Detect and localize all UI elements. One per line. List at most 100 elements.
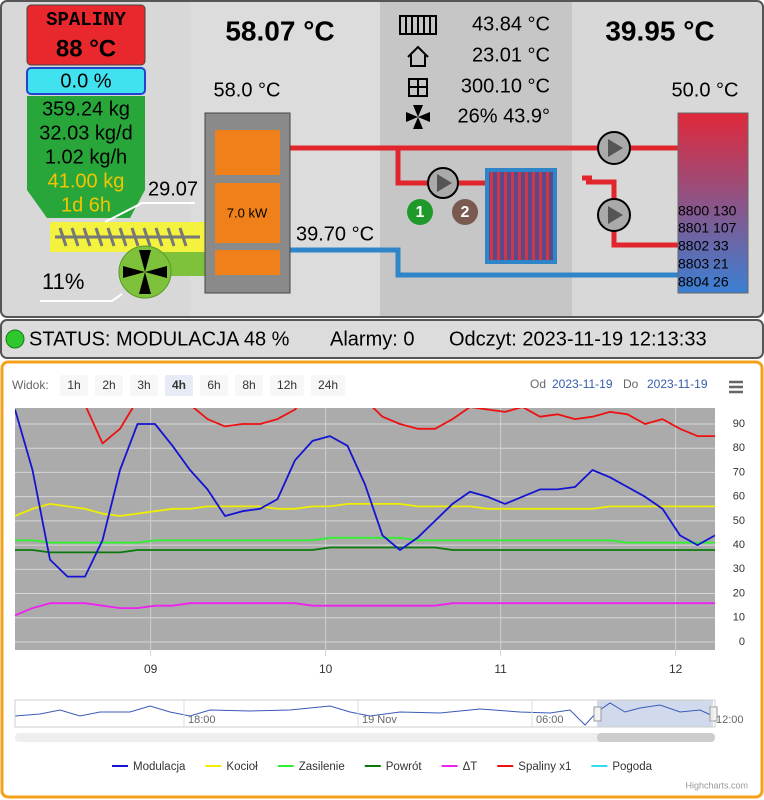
- range-button[interactable]: [200, 375, 229, 396]
- legend-label[interactable]: Kocioł: [226, 761, 258, 773]
- boiler-part: [215, 183, 280, 243]
- fuel-level: 0.0 %: [60, 70, 111, 92]
- plot-bg: [15, 408, 715, 650]
- legend: Modulacja Kocioł Zasilenie Powrót ΔT Spaliny …: [111, 761, 653, 773]
- fuel-remaining: 41.00 kg: [48, 170, 125, 192]
- status-led: [5, 329, 25, 349]
- legend-label[interactable]: Zasilenie: [299, 761, 345, 773]
- grid: [15, 408, 715, 650]
- from-date[interactable]: 2023-11-19: [552, 377, 613, 391]
- range-button[interactable]: [60, 375, 88, 396]
- hopper: [27, 96, 145, 218]
- sensor: 8802 33: [678, 238, 729, 254]
- window-icon: [409, 79, 427, 96]
- range-label[interactable]: 24h: [318, 378, 338, 392]
- status-bg: [0, 319, 764, 359]
- range-button[interactable]: [165, 375, 194, 396]
- menu-button[interactable]: [729, 380, 743, 394]
- legend-label[interactable]: Powrót: [386, 761, 423, 773]
- fuel-time: 1d 6h: [61, 194, 111, 216]
- range-button[interactable]: [130, 375, 158, 396]
- scrollbar[interactable]: [15, 733, 715, 742]
- reading: 300.10 °C: [461, 75, 550, 97]
- fan-blades: [123, 250, 167, 294]
- range-label[interactable]: 8h: [242, 378, 255, 392]
- x-tick-label: 11: [494, 662, 507, 676]
- boiler-temp: 58.07 °C: [225, 15, 334, 46]
- scrollbar-thumb[interactable]: [597, 733, 715, 742]
- range-button[interactable]: [311, 375, 346, 396]
- to-label: Do: [623, 377, 639, 391]
- reading: 26% 43.9°: [457, 105, 550, 127]
- legend-label[interactable]: Spaliny x1: [518, 761, 571, 773]
- navigator-selection[interactable]: [597, 700, 713, 727]
- feeder-value: 29.07: [148, 178, 198, 200]
- range-label[interactable]: 4h: [172, 378, 186, 392]
- legend-label[interactable]: ΔT: [463, 761, 478, 773]
- range-label[interactable]: 2h: [102, 378, 115, 392]
- x-tick-label: 10: [319, 662, 333, 676]
- navigator-handle[interactable]: [593, 706, 602, 722]
- range-button[interactable]: [235, 375, 264, 396]
- view-label: Widok:: [12, 378, 49, 392]
- range-label[interactable]: 12h: [277, 378, 297, 392]
- series-line: [15, 536, 715, 544]
- range-button[interactable]: [270, 375, 305, 396]
- y-tick-label: 0: [739, 636, 745, 648]
- navigator-handle[interactable]: [709, 706, 718, 722]
- range-button[interactable]: [95, 375, 123, 396]
- return-pipe: [290, 247, 680, 278]
- fuel-hourly: 1.02 kg/h: [45, 146, 127, 168]
- sensor: 8803 21: [678, 256, 729, 272]
- reading-time: Odczyt: 2023-11-19 12:13:33: [449, 328, 707, 350]
- y-tick-label: 60: [733, 491, 745, 503]
- range-label[interactable]: 3h: [137, 378, 150, 392]
- x-tick-label: 09: [144, 662, 158, 676]
- y-tick-label: 20: [733, 587, 745, 599]
- boiler-power: 7.0 kW: [227, 205, 268, 220]
- y-tick-label: 80: [733, 442, 745, 454]
- legend-label[interactable]: Pogoda: [612, 761, 652, 773]
- boiler-part: [215, 130, 280, 175]
- fuel-total: 359.24 kg: [42, 98, 130, 120]
- series-line: [15, 409, 715, 578]
- y-tick-label: 70: [733, 466, 745, 478]
- y-tick-label: 30: [733, 563, 745, 575]
- screw: [55, 227, 200, 247]
- flue-box: [26, 4, 146, 66]
- heat-exchanger: [485, 168, 557, 264]
- circuit-label: 1: [416, 204, 425, 221]
- sensor: 8804 26: [678, 274, 729, 290]
- range-label[interactable]: 1h: [67, 378, 80, 392]
- fan-icon: [406, 105, 430, 129]
- legend-label[interactable]: Modulacja: [133, 761, 186, 773]
- fuel-daily: 32.03 kg/d: [39, 122, 132, 144]
- leader: [40, 293, 123, 302]
- flue-temp: 88 °C: [56, 35, 116, 62]
- tank: [677, 112, 749, 294]
- reading: 23.01 °C: [472, 44, 550, 66]
- range-label[interactable]: 6h: [207, 378, 220, 392]
- fan-value: 11%: [42, 269, 84, 294]
- circuit-label: 2: [461, 204, 470, 221]
- circuit-badge: [452, 199, 478, 225]
- process-panel: SPALINY 88 °C 0.0 % 359.24 kg 32.03 kg/d…: [0, 0, 764, 318]
- to-date[interactable]: 2023-11-19: [647, 377, 708, 391]
- y-tick-label: 90: [733, 418, 745, 430]
- sensor: 8800 130: [678, 203, 737, 219]
- navigator-label: 18:00: [188, 714, 216, 726]
- credit: Highcharts.com: [685, 780, 748, 790]
- status-bar: STATUS: MODULACJA 48 % Alarmy: 0 Odczyt:…: [0, 319, 764, 359]
- fuel-level-box: [26, 67, 146, 95]
- navigator-label: 06:00: [536, 714, 564, 726]
- x-tick-label: 12: [669, 662, 683, 676]
- boiler-part: [215, 250, 280, 275]
- y-tick-label: 10: [733, 612, 745, 624]
- return-temp: 39.70 °C: [296, 223, 374, 245]
- navigator-label: 19 Nov: [362, 714, 397, 726]
- circuit-badge: [407, 199, 433, 225]
- series-line: [15, 503, 715, 517]
- sensor: 8801 107: [678, 220, 737, 236]
- status-text: STATUS: MODULACJA 48 %: [29, 328, 290, 350]
